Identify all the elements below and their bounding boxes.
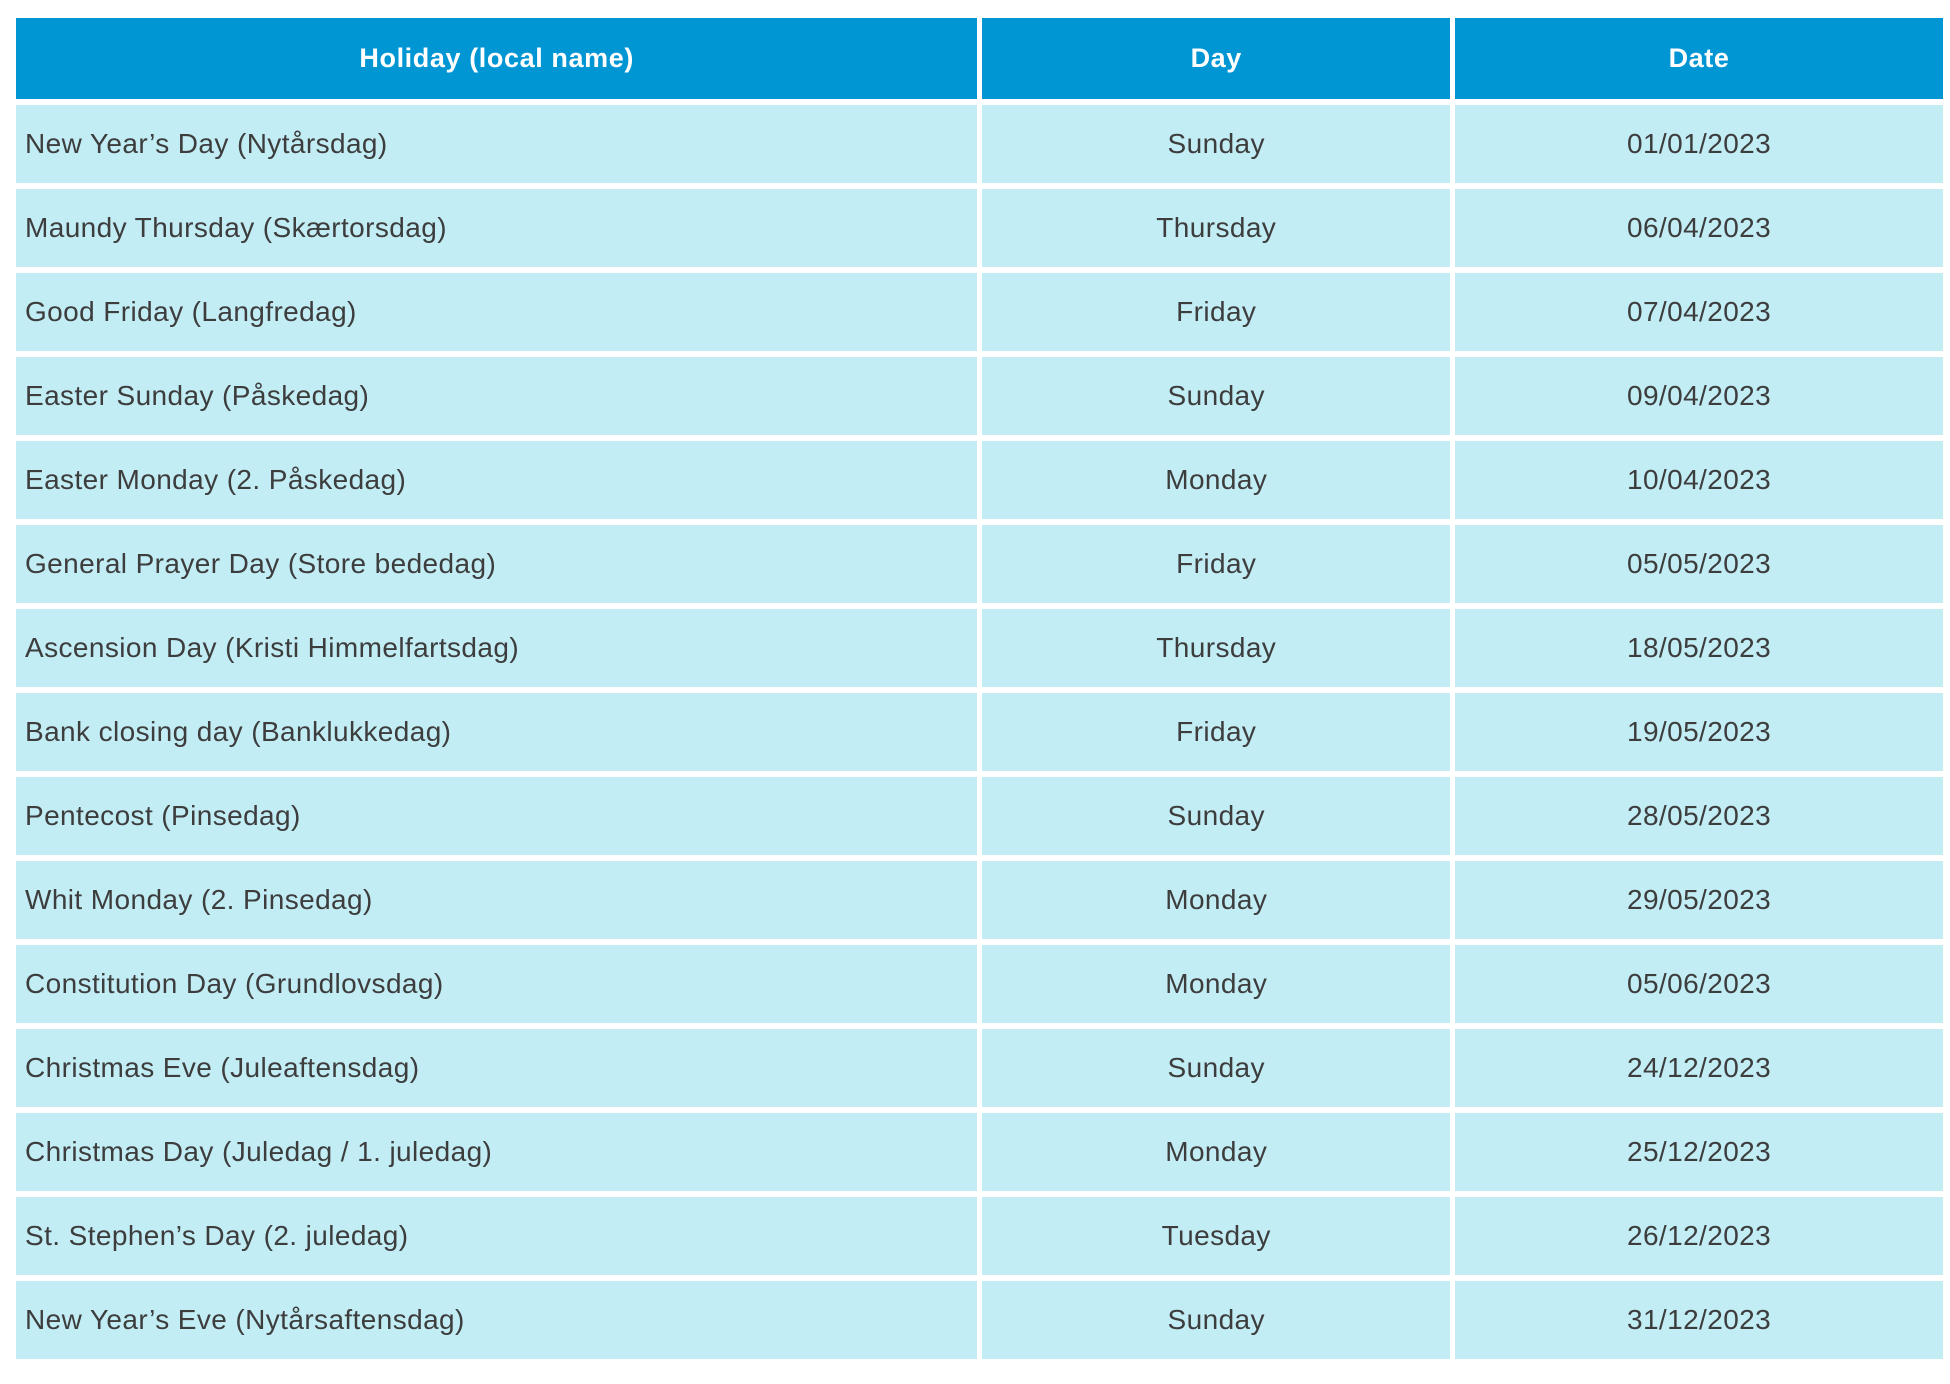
table-header: Holiday (local name) Day Date (16, 18, 1943, 99)
day-cell: Sunday (982, 357, 1451, 435)
date-cell: 06/04/2023 (1455, 189, 1943, 267)
header-cell-date: Date (1455, 18, 1943, 99)
header-cell-day: Day (982, 18, 1451, 99)
date-cell: 31/12/2023 (1455, 1281, 1943, 1359)
table-row: Constitution Day (Grundlovsdag) Monday 05/… (16, 945, 1943, 1023)
day-cell: Thursday (982, 609, 1451, 687)
table-row: New Year’s Eve (Nytårsaftensdag) Sunday 31… (16, 1281, 1943, 1359)
table-row: Ascension Day (Kristi Himmelfartsdag) Thu… (16, 609, 1943, 687)
day-cell: Sunday (982, 1029, 1451, 1107)
day-cell: Tuesday (982, 1197, 1451, 1275)
table-row: Easter Monday (2. Påskedag) Monday 10/04/2… (16, 441, 1943, 519)
holiday-cell: St. Stephen’s Day (2. juledag) (16, 1197, 978, 1275)
date-cell: 01/01/2023 (1455, 105, 1943, 183)
header-row: Holiday (local name) Day Date (16, 18, 1943, 99)
table-row: General Prayer Day (Store bededag) Friday… (16, 525, 1943, 603)
header-cell-holiday: Holiday (local name) (16, 18, 978, 99)
date-cell: 29/05/2023 (1455, 861, 1943, 939)
date-cell: 26/12/2023 (1455, 1197, 1943, 1275)
date-cell: 25/12/2023 (1455, 1113, 1943, 1191)
table-row: Bank closing day (Banklukkedag) Friday 19/… (16, 693, 1943, 771)
table-row: Christmas Eve (Juleaftensdag) Sunday 24/12… (16, 1029, 1943, 1107)
table-row: St. Stephen’s Day (2. juledag) Tuesday 26/… (16, 1197, 1943, 1275)
table-row: New Year’s Day (Nytårsdag) Sunday 01/01/20… (16, 105, 1943, 183)
table-row: Maundy Thursday (Skærtorsdag) Thursday 06/… (16, 189, 1943, 267)
table-row: Whit Monday (2. Pinsedag) Monday 29/05/202… (16, 861, 1943, 939)
holiday-cell: Good Friday (Langfredag) (16, 273, 978, 351)
holiday-cell: Constitution Day (Grundlovsdag) (16, 945, 978, 1023)
table-row: Easter Sunday (Påskedag) Sunday 09/04/2023 (16, 357, 1943, 435)
day-cell: Friday (982, 273, 1451, 351)
holiday-cell: Maundy Thursday (Skærtorsdag) (16, 189, 978, 267)
table-row: Christmas Day (Juledag / 1. juledag) Mond… (16, 1113, 1943, 1191)
holiday-cell: Easter Sunday (Påskedag) (16, 357, 978, 435)
date-cell: 10/04/2023 (1455, 441, 1943, 519)
holiday-cell: Easter Monday (2. Påskedag) (16, 441, 978, 519)
holiday-cell: New Year’s Day (Nytårsdag) (16, 105, 978, 183)
holiday-cell: Bank closing day (Banklukkedag) (16, 693, 978, 771)
day-cell: Sunday (982, 777, 1451, 855)
day-cell: Sunday (982, 105, 1451, 183)
table-body: New Year’s Day (Nytårsdag) Sunday 01/01/20… (16, 105, 1943, 1359)
date-cell: 05/05/2023 (1455, 525, 1943, 603)
holiday-cell: Christmas Day (Juledag / 1. juledag) (16, 1113, 978, 1191)
holiday-cell: Pentecost (Pinsedag) (16, 777, 978, 855)
day-cell: Friday (982, 693, 1451, 771)
date-cell: 09/04/2023 (1455, 357, 1943, 435)
holiday-cell: New Year’s Eve (Nytårsaftensdag) (16, 1281, 978, 1359)
date-cell: 28/05/2023 (1455, 777, 1943, 855)
holiday-cell: General Prayer Day (Store bededag) (16, 525, 978, 603)
holiday-cell: Whit Monday (2. Pinsedag) (16, 861, 978, 939)
day-cell: Monday (982, 945, 1451, 1023)
date-cell: 05/06/2023 (1455, 945, 1943, 1023)
date-cell: 07/04/2023 (1455, 273, 1943, 351)
holiday-cell: Ascension Day (Kristi Himmelfartsdag) (16, 609, 978, 687)
day-cell: Friday (982, 525, 1451, 603)
date-cell: 24/12/2023 (1455, 1029, 1943, 1107)
table-row: Good Friday (Langfredag) Friday 07/04/2023 (16, 273, 1943, 351)
day-cell: Monday (982, 861, 1451, 939)
date-cell: 19/05/2023 (1455, 693, 1943, 771)
day-cell: Sunday (982, 1281, 1451, 1359)
date-cell: 18/05/2023 (1455, 609, 1943, 687)
day-cell: Monday (982, 441, 1451, 519)
holiday-cell: Christmas Eve (Juleaftensdag) (16, 1029, 978, 1107)
day-cell: Thursday (982, 189, 1451, 267)
day-cell: Monday (982, 1113, 1451, 1191)
holidays-table: Holiday (local name) Day Date New Year’s… (11, 12, 1948, 1365)
table-row: Pentecost (Pinsedag) Sunday 28/05/2023 (16, 777, 1943, 855)
